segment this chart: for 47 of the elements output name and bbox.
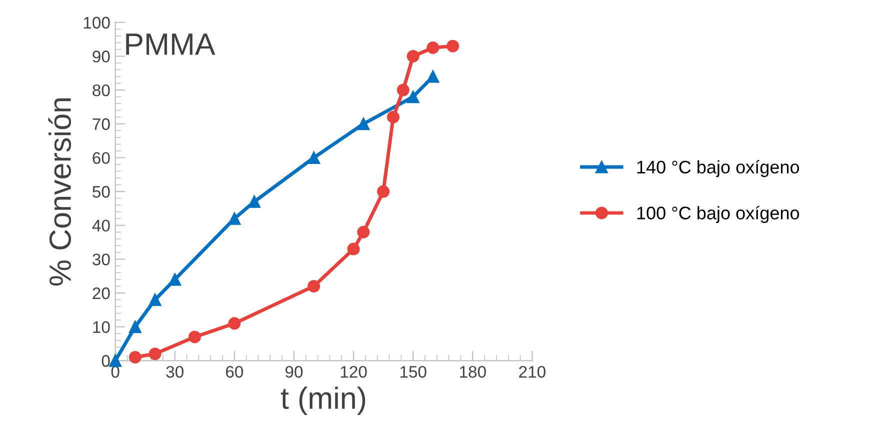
y-tick-label: 10 (93, 321, 110, 334)
point (406, 50, 420, 62)
x-tick-label: 30 (166, 366, 184, 378)
point (377, 185, 390, 198)
y-tick-label: 90 (92, 50, 110, 62)
y-tick-label: 80 (92, 84, 110, 96)
x-tick-label: 0 (111, 366, 120, 378)
point (128, 351, 142, 364)
y-tick-label: 0 (102, 355, 110, 367)
x-tick-label: 210 (519, 366, 546, 378)
point (128, 320, 142, 334)
annotation: PMMA (126, 34, 216, 55)
point (426, 42, 440, 54)
point (148, 348, 162, 360)
point (446, 40, 460, 52)
point (228, 317, 241, 330)
point (357, 118, 370, 130)
point (347, 242, 360, 256)
point (228, 212, 241, 225)
y-tick-label: 40 (92, 220, 110, 232)
point (396, 84, 410, 96)
y-tick-label: 20 (92, 287, 110, 300)
point (406, 90, 420, 104)
point (248, 195, 261, 208)
point (386, 110, 400, 124)
point (188, 330, 201, 344)
point (109, 354, 122, 367)
y-tick-label: 30 (92, 254, 110, 266)
x-tick-label: 180 (460, 366, 486, 378)
point (426, 70, 440, 83)
point (168, 273, 182, 286)
x-tick-label: 150 (400, 366, 426, 378)
y-tick-label: 70 (92, 118, 110, 130)
x-tick-label: 60 (226, 366, 244, 378)
point (357, 226, 370, 238)
x-tick-label: 120 (340, 366, 367, 378)
y-tick-label: 50 (92, 186, 110, 198)
y-tick-label: 60 (92, 152, 110, 164)
y-axis-title: % Conversión (48, 98, 72, 286)
point (308, 151, 320, 164)
x-axis-title: t (min) (280, 386, 366, 416)
legend-label: 140 °C bajo oxígeno (637, 160, 800, 178)
point (308, 280, 320, 292)
legend-label: 100 °C bajo oxígeno (637, 206, 800, 224)
point (148, 294, 162, 306)
y-tick-label: 100 (84, 16, 110, 29)
x-tick-label: 90 (285, 366, 303, 378)
